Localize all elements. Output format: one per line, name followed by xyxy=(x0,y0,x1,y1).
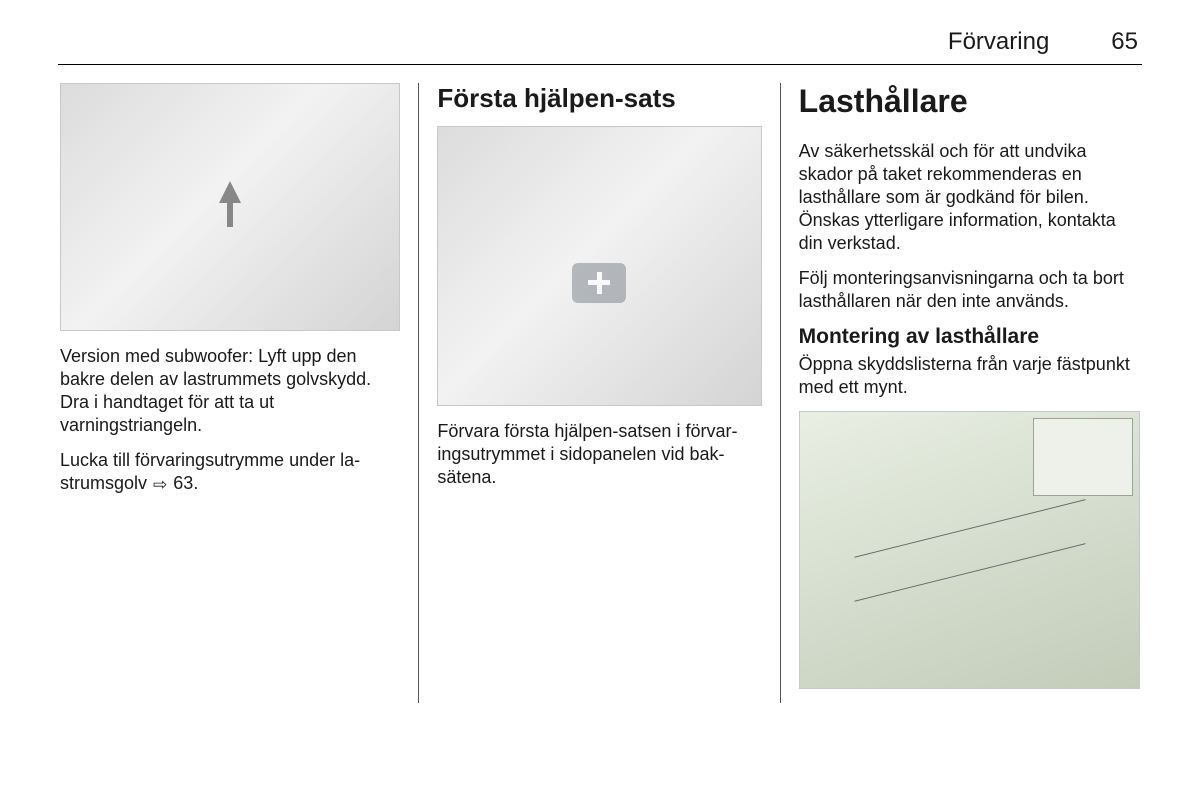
column-2: Första hjälpen-sats Förvara första hjälp… xyxy=(419,83,780,703)
col3-paragraph-3: Öppna skyddslisterna från varje fäst­pun… xyxy=(799,353,1140,399)
col1-paragraph-1: Version med subwoofer: Lyft upp den bakr… xyxy=(60,345,400,437)
lift-arrow-icon xyxy=(219,181,241,203)
first-aid-heading: Första hjälpen-sats xyxy=(437,83,761,114)
roof-detail-inset xyxy=(1033,418,1133,496)
column-3: Lasthållare Av säkerhetsskäl och för att… xyxy=(781,83,1142,703)
col3-paragraph-1: Av säkerhetsskäl och för att undvika ska… xyxy=(799,140,1140,255)
header-rule xyxy=(58,64,1142,65)
col3-paragraph-2: Följ monteringsanvisningarna och ta bort… xyxy=(799,267,1140,313)
figure-roof-rack xyxy=(799,411,1140,689)
first-aid-cross-icon xyxy=(572,263,626,303)
col1-p2-page-ref: 63. xyxy=(173,473,198,493)
figure-trunk-floor xyxy=(60,83,400,331)
column-1: Version med subwoofer: Lyft upp den bakr… xyxy=(58,83,419,703)
page-ref-icon: ⇨ xyxy=(153,474,167,496)
mounting-subheading: Montering av lasthållare xyxy=(799,325,1140,349)
col1-p2-text: Lucka till förvaringsutrymme under la­st… xyxy=(60,450,360,493)
running-head: Förvaring xyxy=(948,28,1049,56)
col1-paragraph-2: Lucka till förvaringsutrymme under la­st… xyxy=(60,449,400,495)
content-columns: Version med subwoofer: Lyft upp den bakr… xyxy=(58,83,1142,703)
page-number: 65 xyxy=(1111,28,1138,56)
page-header: Förvaring 65 xyxy=(58,28,1142,56)
figure-first-aid-kit xyxy=(437,126,761,406)
col2-paragraph-1: Förvara första hjälpen-satsen i förvar­i… xyxy=(437,420,761,489)
roof-rack-heading: Lasthållare xyxy=(799,83,1140,120)
